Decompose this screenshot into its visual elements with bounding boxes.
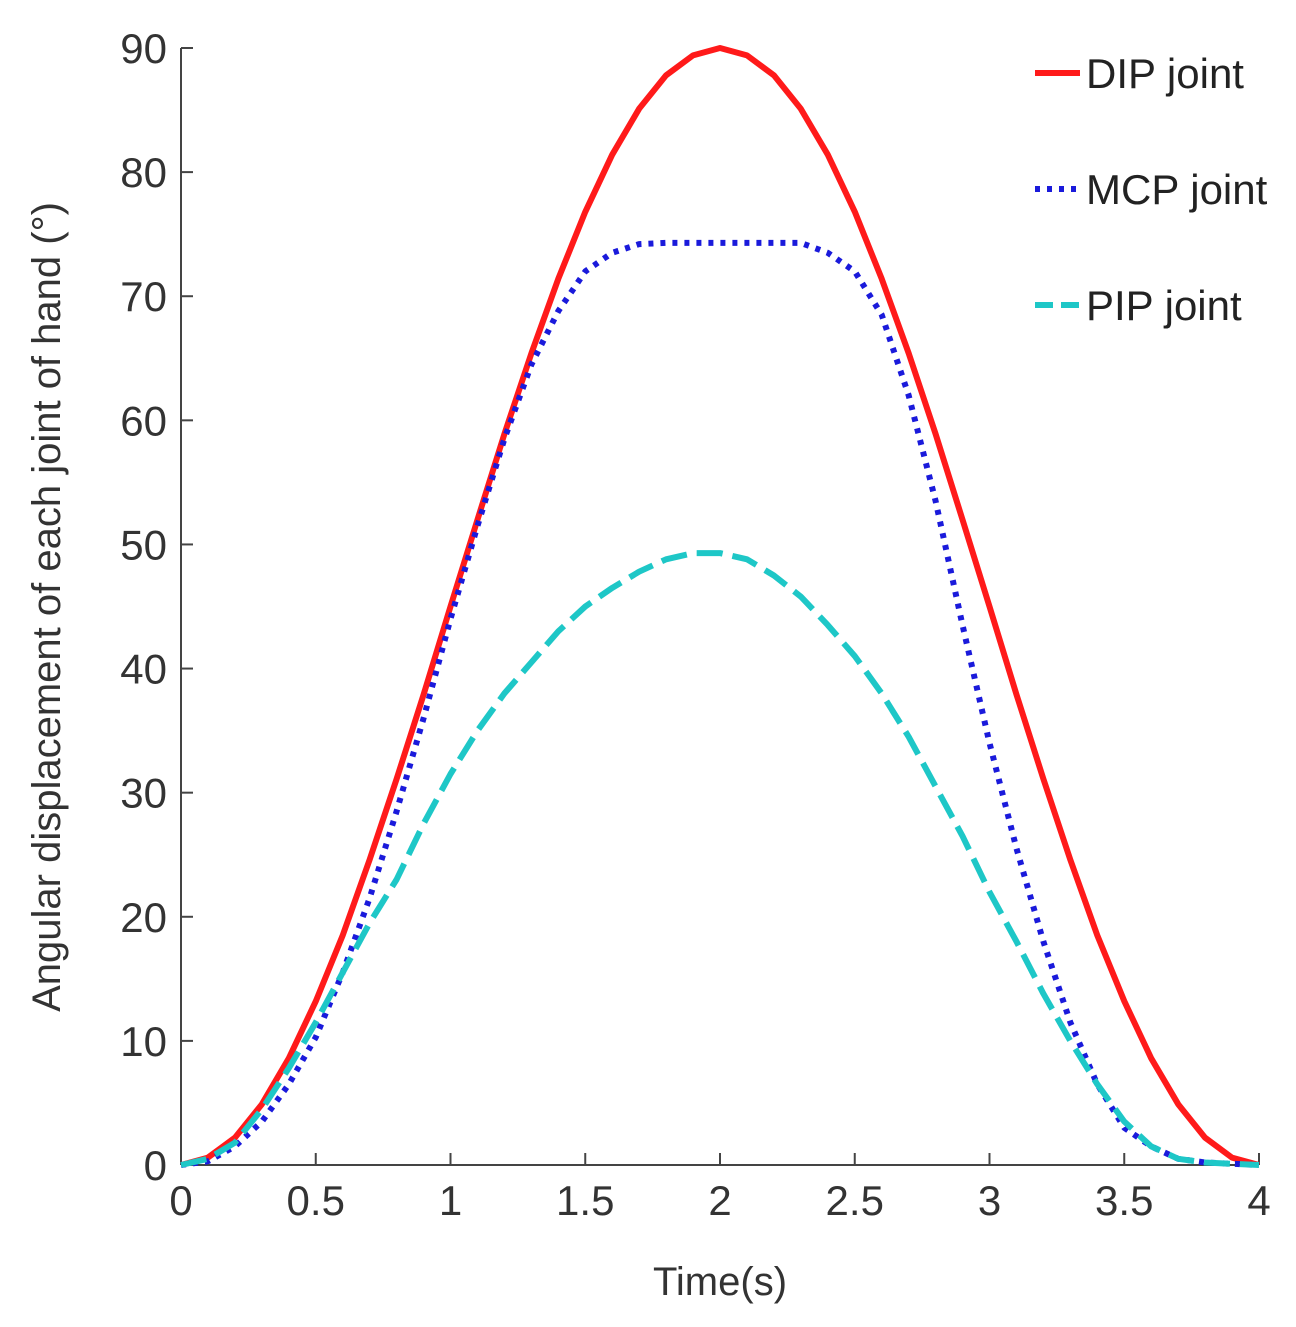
y-axis: 0 10 20 30 40 50 60 70 80 90 — [120, 25, 193, 1189]
series-line-dip-joint — [180, 45, 1260, 1168]
y-tick-label: 20 — [120, 894, 167, 941]
y-tick-label: 70 — [120, 273, 167, 320]
x-tick-label: 1.5 — [556, 1177, 614, 1224]
y-tick-label: 50 — [120, 521, 167, 568]
x-tick-label: 2.5 — [826, 1177, 884, 1224]
legend-label: DIP joint — [1086, 50, 1244, 97]
legend-label: PIP joint — [1086, 282, 1242, 329]
series-layer — [180, 45, 1260, 1168]
x-axis: 0 0.5 1 1.5 2 2.5 3 3.5 4 — [169, 1153, 1271, 1224]
series-line-mcp-joint — [180, 239, 1260, 1168]
x-tick-label: 3 — [978, 1177, 1001, 1224]
legend-label: MCP joint — [1086, 166, 1268, 213]
legend: DIP joint MCP joint PIP joint — [1035, 50, 1268, 329]
y-tick-label: 60 — [120, 397, 167, 444]
x-tick-label: 0.5 — [287, 1177, 345, 1224]
y-axis-label: Angular displacement of each joint of ha… — [25, 202, 69, 1012]
y-tick-label: 10 — [120, 1018, 167, 1065]
x-tick-label: 1 — [439, 1177, 462, 1224]
x-tick-label: 0 — [169, 1177, 192, 1224]
x-tick-label: 2 — [708, 1177, 731, 1224]
series-line-pip-joint — [180, 550, 1260, 1168]
y-tick-label: 30 — [120, 770, 167, 817]
y-tick-label: 0 — [144, 1142, 167, 1189]
x-tick-label: 3.5 — [1095, 1177, 1153, 1224]
y-tick-label: 90 — [120, 25, 167, 72]
y-tick-label: 80 — [120, 149, 167, 196]
x-axis-label: Time(s) — [653, 1260, 787, 1304]
x-tick-label: 4 — [1247, 1177, 1270, 1224]
y-tick-label: 40 — [120, 646, 167, 693]
